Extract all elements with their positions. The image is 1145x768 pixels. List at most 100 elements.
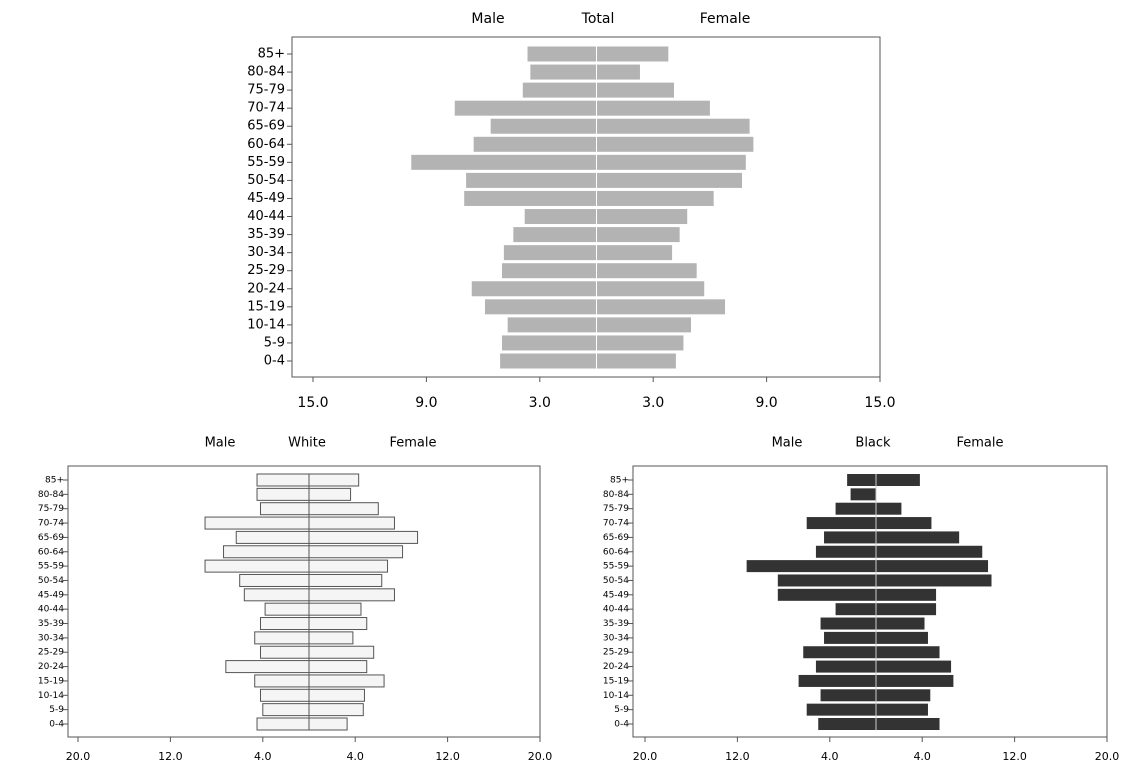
y-tick-label: 25-29 [247, 263, 285, 278]
x-tick-label: 4.0 [913, 750, 931, 763]
bar [308, 573, 383, 587]
x-tick-label: 15.0 [297, 395, 328, 411]
x-tick-label: 12.0 [158, 750, 183, 763]
bar [876, 588, 937, 601]
bar [777, 574, 876, 587]
bar [596, 299, 726, 315]
y-tick-label: 60-64 [38, 547, 64, 557]
bar [596, 190, 714, 206]
y-tick-label: 5-9 [614, 705, 629, 715]
y-tick-label: 75-79 [603, 504, 629, 514]
y-tick-label: 10-14 [603, 691, 629, 701]
bar [820, 689, 876, 702]
bar [806, 517, 876, 530]
y-tick-label: 30-34 [603, 633, 629, 643]
bar [596, 209, 688, 225]
y-tick-label: 85+ [45, 476, 64, 486]
bar [596, 136, 754, 152]
y-tick-label: 70-74 [38, 519, 64, 529]
plot-frame [632, 465, 1108, 738]
bar [259, 645, 310, 659]
y-tick-label: 55-59 [603, 562, 629, 572]
bar [876, 517, 932, 530]
bar [308, 588, 395, 602]
bar [225, 660, 310, 674]
x-tick-label: 15.0 [864, 395, 895, 411]
bar [256, 473, 310, 487]
bar [308, 487, 352, 501]
bar [503, 245, 597, 261]
x-tick-label: 12.0 [435, 750, 460, 763]
plot-frame [291, 36, 881, 378]
bar [484, 299, 597, 315]
bar [522, 82, 597, 98]
bar [262, 703, 310, 717]
bar [818, 718, 876, 730]
y-tick-label: 55-59 [38, 562, 64, 572]
y-tick-label: 50-54 [38, 576, 64, 586]
y-tick-label: 20-24 [247, 281, 285, 296]
y-tick-label: 45-49 [603, 590, 629, 600]
bar [596, 82, 674, 98]
y-tick-label: 75-79 [247, 83, 285, 98]
y-tick-label: 40-44 [38, 605, 64, 615]
bar [259, 688, 310, 702]
bar [876, 674, 954, 687]
bar [876, 574, 992, 587]
legend-male: Male [471, 11, 504, 27]
bar [308, 545, 404, 559]
bar [524, 209, 597, 225]
bar [235, 530, 310, 544]
bar [596, 46, 669, 62]
y-tick-label: 85+ [258, 47, 285, 62]
bar [876, 560, 989, 573]
y-tick-label: 15-19 [38, 676, 64, 686]
y-tick-label: 40-44 [603, 605, 629, 615]
bar [596, 154, 746, 170]
x-tick-label: 12.0 [1002, 750, 1027, 763]
y-tick-label: 5-9 [264, 335, 285, 350]
chart-title: White [288, 436, 326, 451]
y-tick-label: 65-69 [603, 533, 629, 543]
bar [876, 718, 940, 730]
bar [876, 502, 902, 515]
y-tick-label: 0-4 [49, 720, 64, 730]
y-tick-label: 5-9 [49, 705, 64, 715]
y-tick-label: 70-74 [603, 519, 629, 529]
y-tick-label: 40-44 [247, 209, 285, 224]
y-tick-label: 65-69 [38, 533, 64, 543]
chart-title: Total [581, 11, 615, 27]
bar [815, 545, 876, 558]
bar [500, 353, 597, 369]
chart-title: Black [855, 436, 891, 451]
bar [204, 559, 310, 573]
bar [596, 227, 680, 243]
bar [308, 602, 362, 616]
y-tick-label: 35-39 [603, 619, 629, 629]
bar [308, 516, 395, 530]
y-tick-label: 55-59 [247, 155, 285, 170]
y-tick-label: 25-29 [603, 648, 629, 658]
x-tick-label: 3.0 [642, 395, 664, 411]
bar [596, 263, 697, 279]
bar [502, 263, 597, 279]
y-tick-label: 0-4 [614, 720, 629, 730]
bar [596, 335, 684, 351]
bar [835, 603, 876, 616]
bar [256, 487, 310, 501]
bar [308, 473, 360, 487]
bar [308, 631, 354, 645]
bar [473, 136, 597, 152]
bar [259, 617, 310, 631]
bar [259, 502, 310, 516]
bar [820, 617, 876, 630]
bar [835, 502, 876, 515]
x-tick-label: 12.0 [725, 750, 750, 763]
bar [876, 689, 931, 702]
bar [777, 588, 876, 601]
bar [803, 646, 876, 659]
bar [204, 516, 310, 530]
bar [876, 703, 928, 716]
y-tick-label: 10-14 [38, 691, 64, 701]
bar [308, 674, 385, 688]
